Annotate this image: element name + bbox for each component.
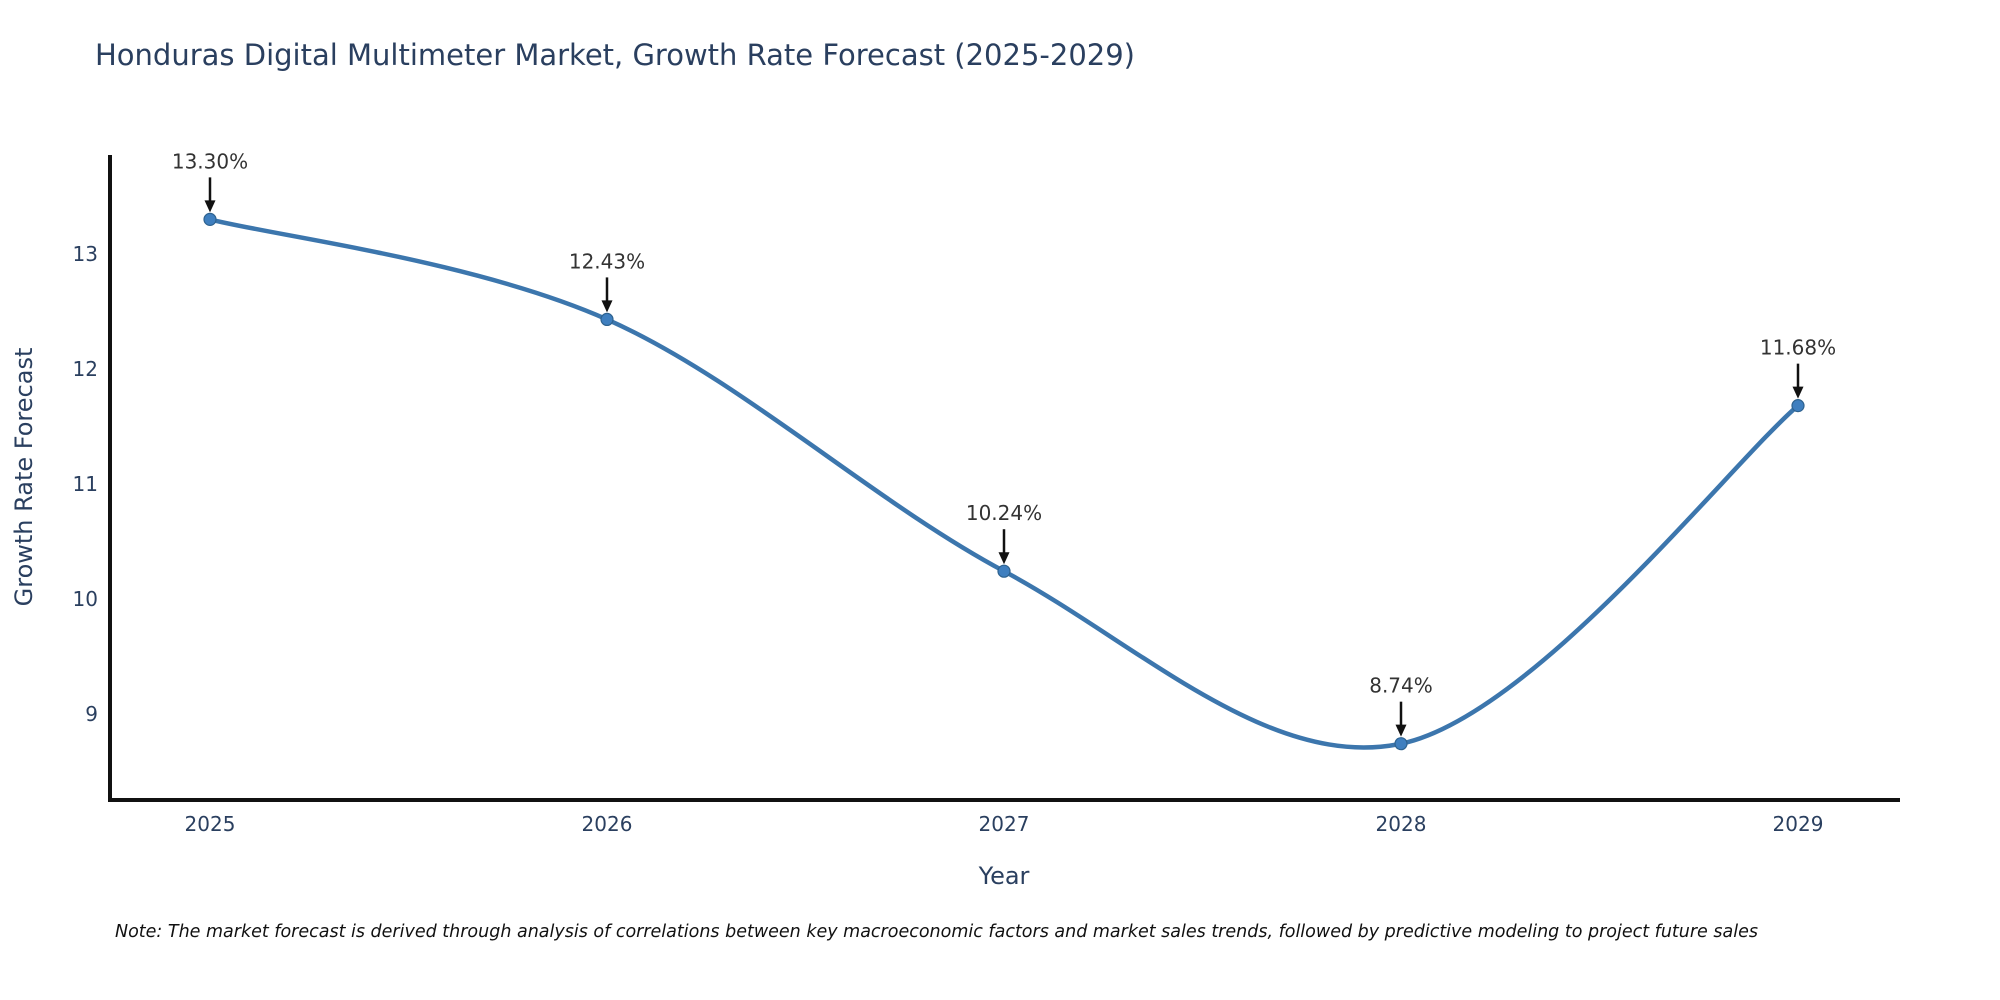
x-tick-label: 2028	[1376, 812, 1427, 836]
x-tick-label: 2025	[185, 812, 236, 836]
annotation-label: 11.68%	[1760, 336, 1836, 360]
y-axis-title: Growth Rate Forecast	[10, 347, 38, 607]
y-tick-label: 12	[73, 357, 98, 381]
data-point-marker	[1791, 399, 1805, 413]
data-point-marker	[1394, 737, 1408, 751]
x-axis-title: Year	[978, 862, 1030, 890]
annotation-arrowhead	[601, 300, 613, 313]
y-tick-label: 13	[73, 242, 98, 266]
x-tick-label: 2027	[979, 812, 1030, 836]
y-tick-label: 9	[85, 702, 98, 726]
annotation-arrowhead	[204, 200, 216, 213]
annotation-arrowhead	[998, 552, 1010, 565]
annotation-label: 8.74%	[1369, 674, 1433, 698]
annotation-label: 12.43%	[569, 249, 645, 273]
x-tick-label: 2026	[582, 812, 633, 836]
data-point-marker	[997, 564, 1011, 578]
y-tick-label: 10	[73, 587, 98, 611]
footnote: Note: The market forecast is derived thr…	[115, 922, 1758, 942]
annotation-arrowhead	[1792, 386, 1804, 399]
x-tick-label: 2029	[1773, 812, 1824, 836]
chart-title: Honduras Digital Multimeter Market, Grow…	[95, 38, 1135, 72]
forecast-line	[207, 217, 1801, 750]
annotation-label: 10.24%	[966, 501, 1042, 525]
data-point-marker	[203, 212, 217, 226]
annotation-label: 13.30%	[172, 149, 248, 173]
y-tick-label: 11	[73, 472, 98, 496]
data-point-marker	[600, 312, 614, 327]
annotation-arrowhead	[1395, 724, 1407, 737]
